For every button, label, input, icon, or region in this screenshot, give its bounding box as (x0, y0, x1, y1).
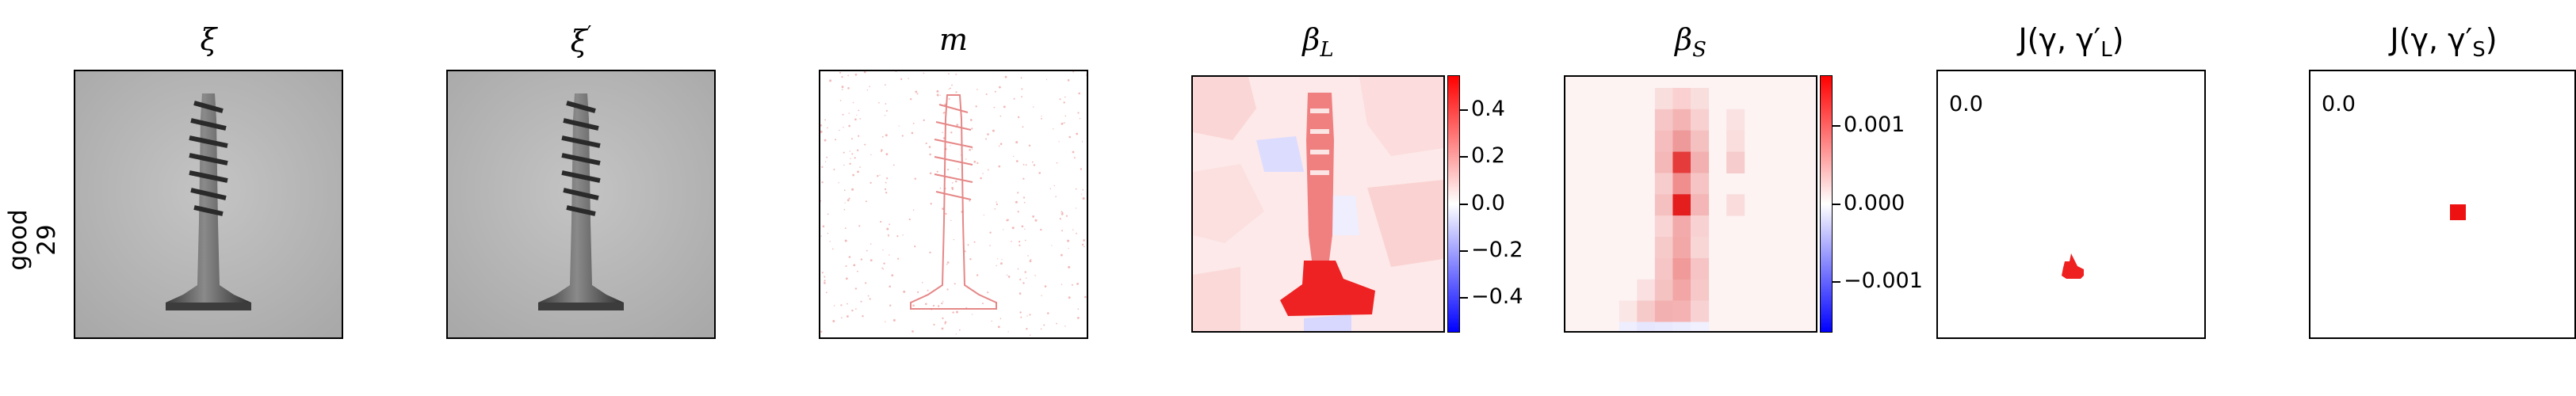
heatmap-cell (1672, 322, 1691, 331)
heatmap-cell (1672, 257, 1691, 280)
heatmap-cell (1672, 300, 1691, 322)
colorbar-tick (1833, 203, 1840, 205)
colorbar-tick (1460, 296, 1468, 299)
panel-title-j-s: J(γ, γ′S) (2390, 22, 2498, 62)
heatmap-beta-l (1191, 75, 1445, 333)
colorbar-tick (1460, 156, 1468, 158)
heatmap-cell (1654, 279, 1673, 302)
heatmap-cell (1654, 300, 1673, 322)
heatmap-cell (1654, 194, 1673, 216)
heatmap-cell (1691, 151, 1710, 173)
panel-title-beta-s: βS (1675, 22, 1707, 62)
heatmap-cell (1672, 194, 1691, 216)
heatmap-cell (1691, 322, 1710, 331)
colorbar-tick-label: −0.4 (1471, 284, 1523, 309)
heatmap-cell (1691, 194, 1710, 216)
panel-title-m: m (938, 22, 969, 57)
heatmap-cell (1637, 322, 1656, 331)
heatmap-cell (1726, 151, 1745, 173)
heatmap-cell (1654, 322, 1673, 331)
heatmap-cell (1691, 130, 1710, 153)
heatmap-cell (1691, 109, 1710, 131)
jaccard-value-l: 0.0 (1949, 92, 1983, 116)
heatmap-cell (1691, 215, 1710, 238)
heatmap-cell (1637, 300, 1656, 322)
colorbar-tick (1833, 125, 1840, 127)
panel-title-beta-l: βL (1302, 22, 1334, 62)
heatmap-cell (1672, 130, 1691, 153)
jaccard-value-s: 0.0 (2322, 92, 2356, 116)
heatmap-cell (1691, 300, 1710, 322)
heatmap-cell (1654, 151, 1673, 173)
colorbar-tick-label: 0.000 (1844, 190, 1905, 215)
panel-title-xi: ξ (200, 22, 217, 57)
row-label-class: good (4, 209, 32, 271)
heatmap-cell (1726, 109, 1745, 131)
heatmap-cell (1654, 88, 1673, 110)
heatmap-cell (1691, 279, 1710, 302)
heatmap-beta-s (1564, 75, 1817, 333)
heatmap-cell (1672, 88, 1691, 110)
colorbar-tick-label: −0.2 (1471, 237, 1523, 262)
image-m (819, 70, 1088, 339)
panel-title-j-l: J(γ, γ′L) (2018, 22, 2124, 62)
heatmap-cell (1672, 237, 1691, 259)
heatmap-cell (1672, 215, 1691, 238)
heatmap-cell (1654, 109, 1673, 131)
jaccard-map-s: 0.0 (2309, 70, 2576, 339)
heatmap-cell (1672, 151, 1691, 173)
colorbar-beta-l (1447, 75, 1460, 333)
heatmap-cell (1672, 109, 1691, 131)
colorbar-tick-label: 0.4 (1471, 97, 1505, 122)
heatmap-cell (1691, 257, 1710, 280)
heatmap-cell (1654, 215, 1673, 238)
image-xi (74, 70, 343, 339)
colorbar-tick (1460, 109, 1468, 112)
heatmap-cell (1691, 173, 1710, 195)
heatmap-cell (1654, 130, 1673, 153)
heatmap-cell (1672, 279, 1691, 302)
heatmap-cell (1654, 257, 1673, 280)
heatmap-cell (1654, 173, 1673, 195)
colorbar-tick (1833, 280, 1840, 283)
image-xi-prime (446, 70, 716, 339)
colorbar-tick-label: 0.2 (1471, 143, 1505, 169)
heatmap-cell (1691, 237, 1710, 259)
row-label-index: 29 (32, 224, 61, 256)
colorbar-tick-label: −0.001 (1844, 268, 1923, 293)
heatmap-cell (1691, 88, 1710, 110)
heatmap-cell (1637, 279, 1656, 302)
colorbar-tick (1460, 203, 1468, 205)
colorbar-beta-s (1820, 75, 1833, 333)
colorbar-tick-label: 0.0 (1471, 190, 1505, 215)
colorbar-tick (1460, 249, 1468, 252)
panel-title-xi-prime: ξ′ (570, 22, 592, 59)
colorbar-tick-label: 0.001 (1844, 112, 1905, 137)
heatmap-cell (1619, 300, 1638, 322)
heatmap-cell (1672, 173, 1691, 195)
heatmap-cell (1726, 130, 1745, 153)
row-label: good 29 (4, 141, 61, 339)
heatmap-cell (1726, 194, 1745, 216)
heatmap-cell (1654, 237, 1673, 259)
heatmap-cell (1619, 322, 1638, 331)
jaccard-map-l: 0.0 (1936, 70, 2206, 339)
